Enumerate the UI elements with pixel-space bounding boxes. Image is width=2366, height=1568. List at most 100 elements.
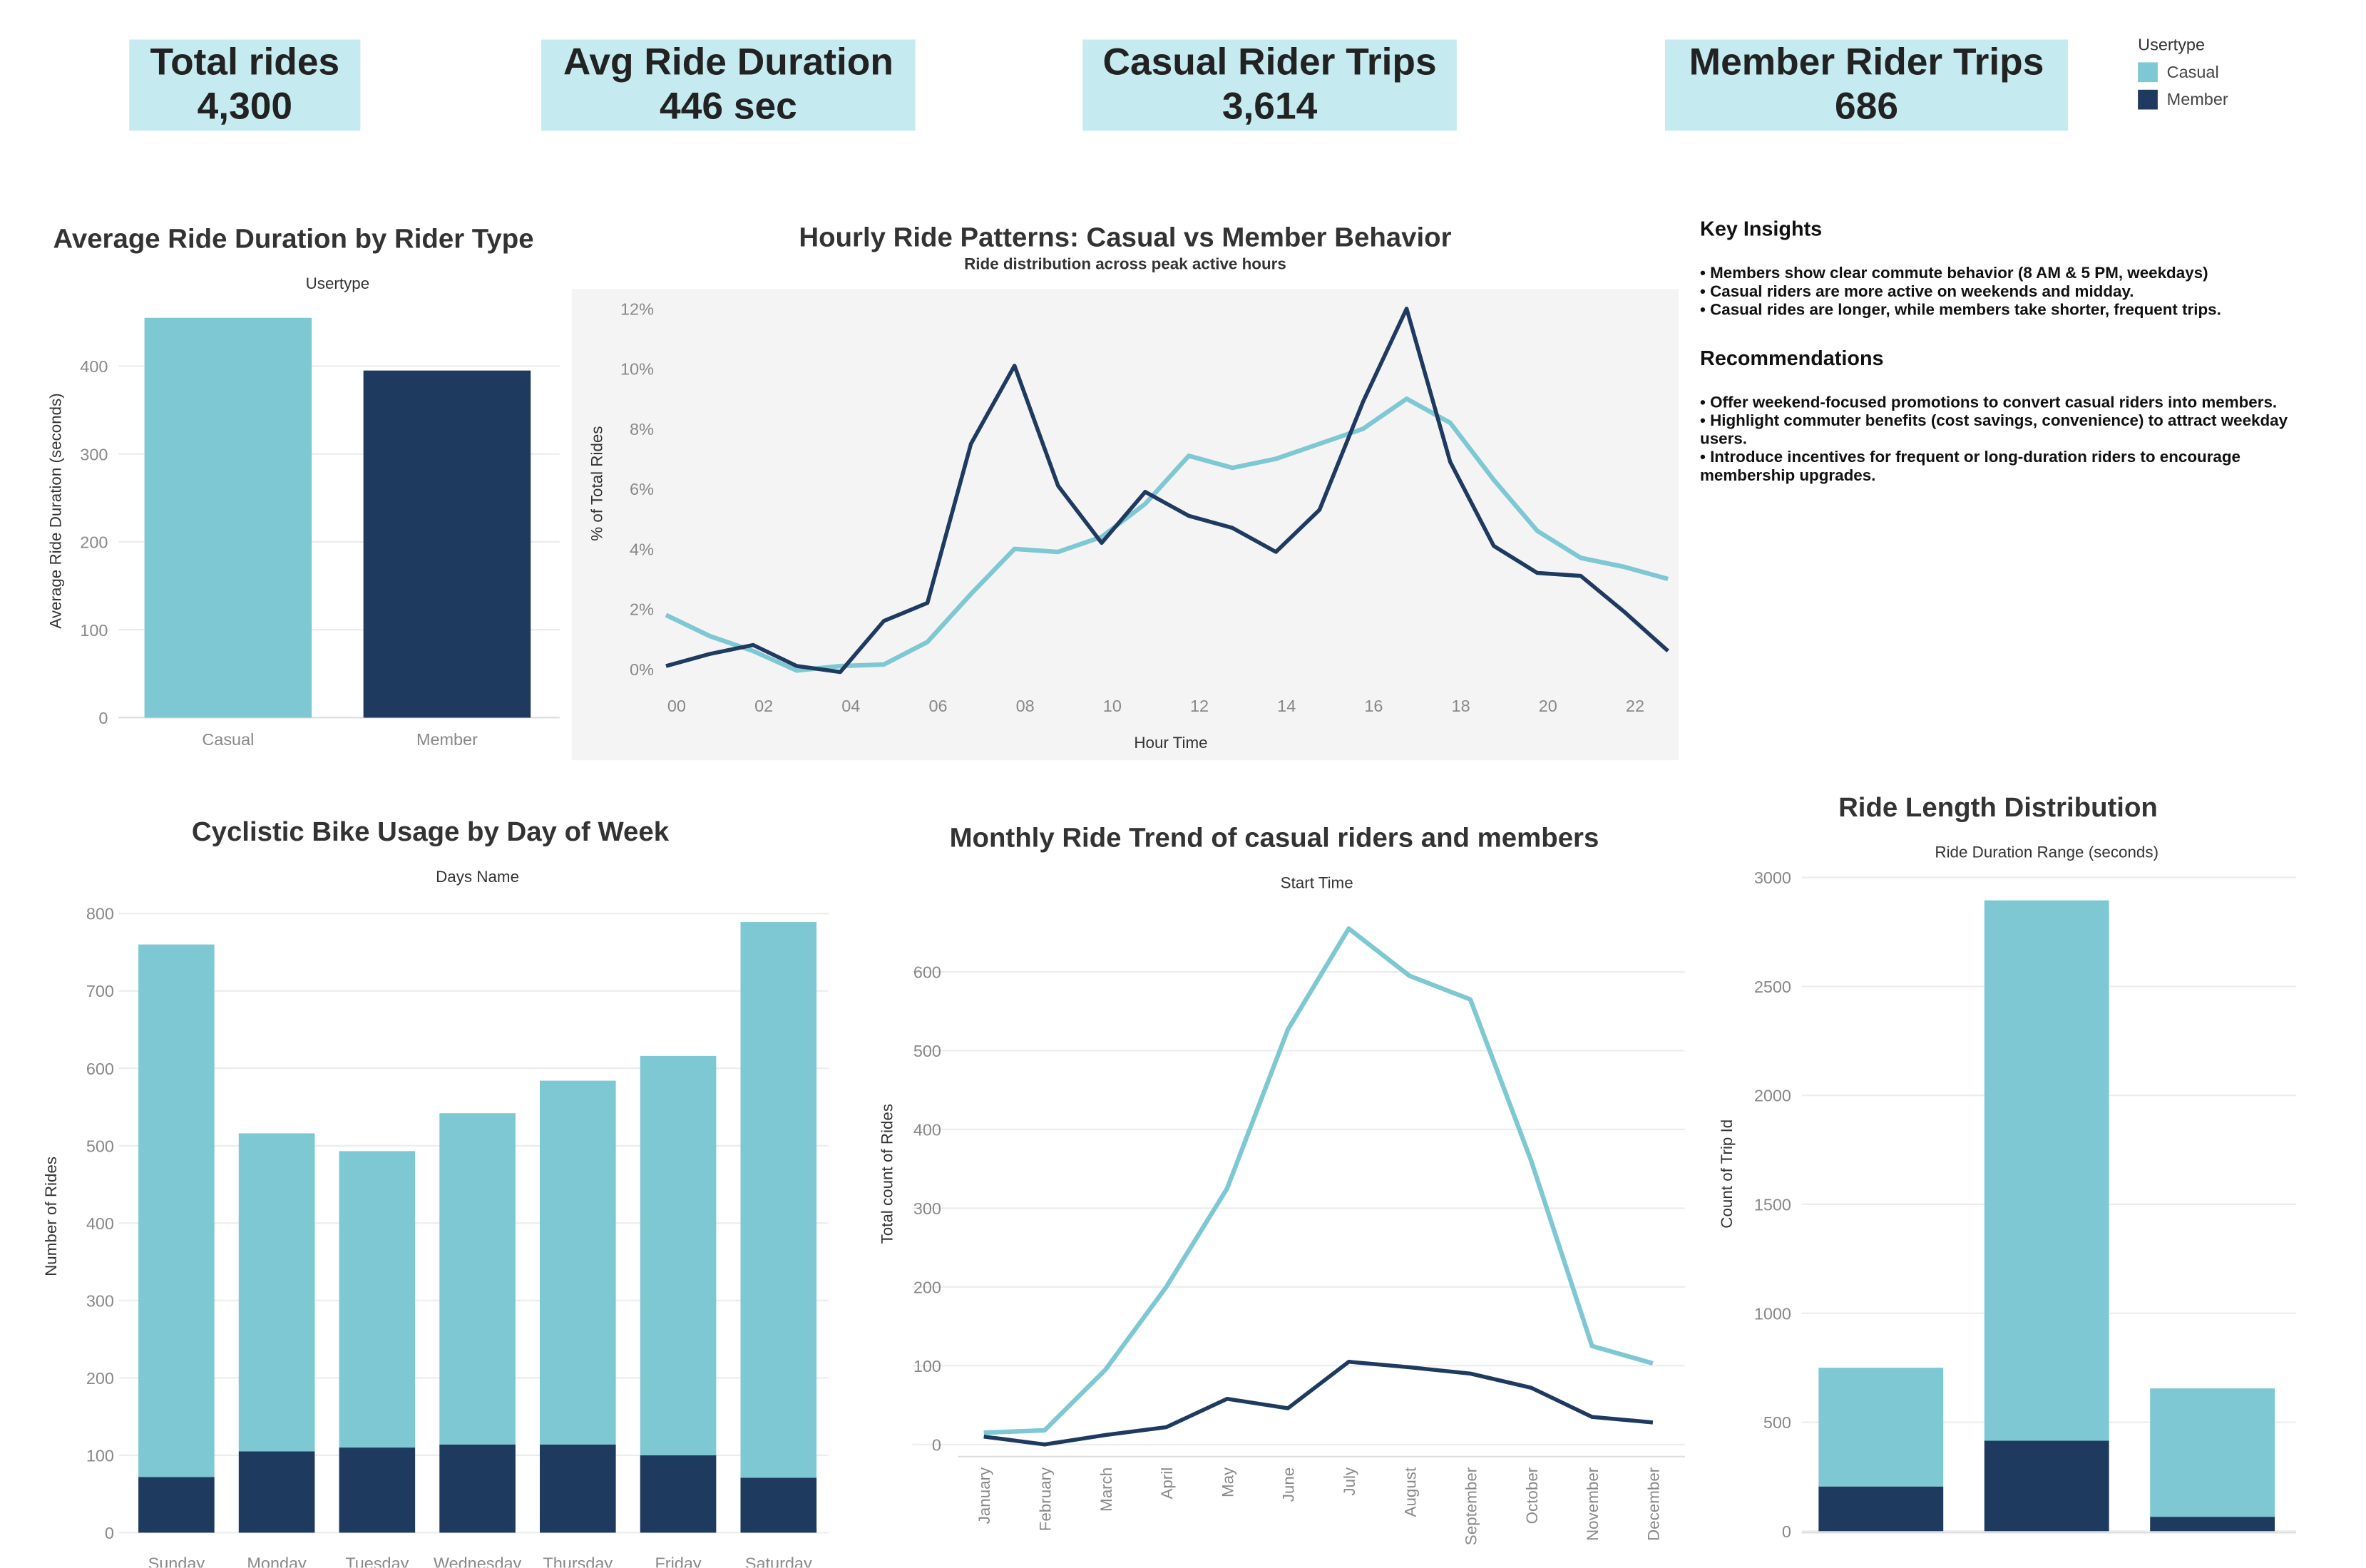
y-tick-label: 2000	[1754, 1087, 1791, 1105]
x-tick-label: September	[1463, 1467, 1480, 1545]
kpi-label: Avg Ride Duration	[563, 41, 893, 84]
line-casual	[983, 926, 1654, 1435]
y-tick-label: 500	[913, 1042, 941, 1060]
x-tick-label: 00	[667, 697, 686, 715]
y-tick-label: 300	[913, 1199, 941, 1218]
bar-casual-monday	[238, 1133, 315, 1452]
x-tick-label: Thursday	[543, 1554, 613, 1568]
y-tick-label: 100	[80, 621, 108, 640]
chart-title: Hourly Ride Patterns: Casual vs Member B…	[799, 222, 1452, 252]
kpi-value: 3,614	[1222, 85, 1318, 128]
x-axis-label: Hour Time	[1134, 734, 1207, 752]
x-tick-label: January	[975, 1467, 993, 1524]
bar-member-monday	[238, 1451, 315, 1533]
x-tick-label: 18	[1452, 697, 1470, 715]
legend-item-member[interactable]: Member	[2138, 89, 2228, 110]
y-axis-label: Count of Trip Id	[1718, 1119, 1736, 1229]
x-tick-label: Tuesday	[345, 1554, 409, 1568]
bar-member-tuesday	[339, 1447, 416, 1533]
bar-casual-tuesday	[339, 1151, 416, 1448]
bar-casual-0	[1818, 1368, 1944, 1487]
y-tick-label: 4%	[630, 540, 654, 558]
casual-swatch-icon	[2138, 62, 2158, 83]
chart-title: Monthly Ride Trend of casual riders and …	[949, 822, 1599, 854]
bar-member-friday	[640, 1455, 717, 1533]
bar-casual-wednesday	[439, 1113, 516, 1445]
x-tick-label: December	[1644, 1467, 1662, 1541]
insights-panel: Key Insights • Members show clear commut…	[1700, 217, 2339, 485]
y-tick-label: 800	[86, 905, 114, 923]
kpi-value: 446 sec	[660, 85, 797, 128]
x-tick-label: 16	[1364, 697, 1383, 715]
chart-subtitle: Days Name	[436, 868, 520, 887]
bar-member-saturday	[740, 1477, 817, 1533]
bar-member-thursday	[540, 1444, 616, 1533]
kpi-value: 4,300	[197, 85, 293, 128]
y-tick-label: 500	[86, 1137, 114, 1155]
x-tick-label: 22	[1626, 697, 1644, 715]
x-tick-label: April	[1158, 1467, 1176, 1500]
chart-subtitle: Ride Duration Range (seconds)	[1935, 844, 2159, 863]
kpi-member-trips: Member Rider Trips 686	[1664, 39, 2069, 131]
line-member	[665, 307, 1669, 675]
x-tick-label: Saturday	[745, 1554, 812, 1568]
chart-title: Average Ride Duration by Rider Type	[53, 223, 534, 255]
y-tick-label: 300	[86, 1291, 114, 1310]
x-tick-label: Monday	[247, 1554, 307, 1568]
x-tick-label: May	[1219, 1467, 1236, 1497]
y-tick-label: 700	[86, 982, 114, 1000]
line-casual	[665, 396, 1669, 673]
chart-title: Cyclistic Bike Usage by Day of Week	[191, 816, 670, 847]
y-tick-label: 200	[86, 1369, 114, 1388]
legend-title: Usertype	[2138, 36, 2206, 55]
bar-member	[363, 370, 531, 718]
chart-subtitle: Ride distribution across peak active hou…	[964, 255, 1286, 274]
x-tick-label: 06	[928, 697, 947, 715]
y-tick-label: 0	[105, 1524, 114, 1542]
line-member	[983, 1360, 1654, 1447]
legend-item-casual[interactable]: Casual	[2138, 62, 2228, 83]
x-tick-label: 14	[1277, 697, 1296, 715]
y-tick-label: 200	[80, 533, 108, 552]
bar-casual-600	[2150, 1388, 2275, 1517]
y-tick-label: 6%	[630, 480, 654, 498]
y-axis-label: Number of Rides	[42, 1157, 60, 1276]
x-tick-label: March	[1097, 1467, 1115, 1512]
y-tick-label: 12%	[620, 299, 654, 318]
x-tick-label: Sunday	[148, 1554, 205, 1568]
y-tick-label: 0	[932, 1435, 941, 1454]
y-axis-label: Total count of Rides	[879, 1104, 896, 1244]
y-tick-label: 0%	[630, 660, 654, 679]
x-tick-label: August	[1401, 1467, 1419, 1517]
legend-label: Member	[2166, 90, 2228, 109]
y-tick-label: 2%	[630, 600, 654, 619]
x-tick-label: Member	[416, 730, 478, 749]
chart-subtitle: Start Time	[1280, 874, 1353, 893]
bar-member-sunday	[138, 1477, 215, 1533]
y-tick-label: 200	[913, 1278, 941, 1296]
y-tick-label: 3000	[1754, 868, 1791, 887]
recommendation-item: • Offer weekend-focused promotions to co…	[1700, 394, 2278, 412]
legend-label: Casual	[2166, 63, 2219, 82]
x-tick-label: Friday	[655, 1554, 701, 1568]
insight-item: • Casual riders are more active on weeke…	[1700, 282, 2134, 302]
kpi-casual-trips: Casual Rider Trips 3,614	[1082, 39, 1457, 131]
bar-casual	[144, 317, 312, 718]
bar-casual-friday	[640, 1055, 717, 1455]
chart-title: Ride Length Distribution	[1838, 791, 2158, 823]
x-tick-label: 20	[1539, 697, 1557, 715]
kpi-label: Total rides	[150, 41, 340, 84]
x-tick-label: November	[1584, 1467, 1602, 1541]
y-tick-label: 8%	[630, 420, 654, 439]
recommendation-item: • Introduce incentives for frequent or l…	[1700, 449, 2241, 486]
bar-member-600	[2150, 1517, 2275, 1532]
x-tick-label: 10	[1103, 697, 1122, 715]
bar-member-300	[1984, 1440, 2109, 1532]
y-tick-label: 400	[80, 357, 108, 376]
kpi-value: 686	[1835, 85, 1899, 128]
kpi-avg-duration: Avg Ride Duration 446 sec	[541, 39, 916, 131]
bar-casual-300	[1984, 900, 2109, 1441]
y-tick-label: 300	[80, 445, 108, 463]
y-tick-label: 0	[1782, 1522, 1791, 1541]
x-tick-label: 12	[1190, 697, 1209, 715]
